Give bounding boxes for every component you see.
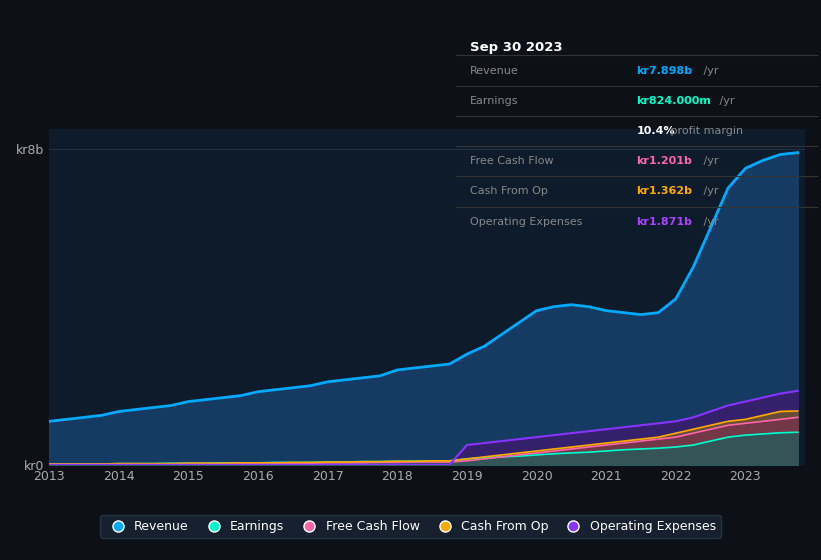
Text: /yr: /yr	[699, 66, 718, 76]
Text: 10.4%: 10.4%	[636, 126, 675, 136]
Text: Cash From Op: Cash From Op	[470, 186, 548, 197]
Text: profit margin: profit margin	[667, 126, 743, 136]
Text: Revenue: Revenue	[470, 66, 519, 76]
Legend: Revenue, Earnings, Free Cash Flow, Cash From Op, Operating Expenses: Revenue, Earnings, Free Cash Flow, Cash …	[100, 515, 721, 538]
Text: Free Cash Flow: Free Cash Flow	[470, 156, 553, 166]
Text: /yr: /yr	[699, 156, 718, 166]
Text: kr1.871b: kr1.871b	[636, 217, 692, 227]
Text: kr824.000m: kr824.000m	[636, 96, 711, 106]
Text: /yr: /yr	[699, 186, 718, 197]
Text: Sep 30 2023: Sep 30 2023	[470, 41, 562, 54]
Text: kr7.898b: kr7.898b	[636, 66, 692, 76]
Text: kr1.362b: kr1.362b	[636, 186, 692, 197]
Text: /yr: /yr	[699, 217, 718, 227]
Text: kr1.201b: kr1.201b	[636, 156, 692, 166]
Text: /yr: /yr	[716, 96, 734, 106]
Text: Earnings: Earnings	[470, 96, 519, 106]
Text: Operating Expenses: Operating Expenses	[470, 217, 582, 227]
